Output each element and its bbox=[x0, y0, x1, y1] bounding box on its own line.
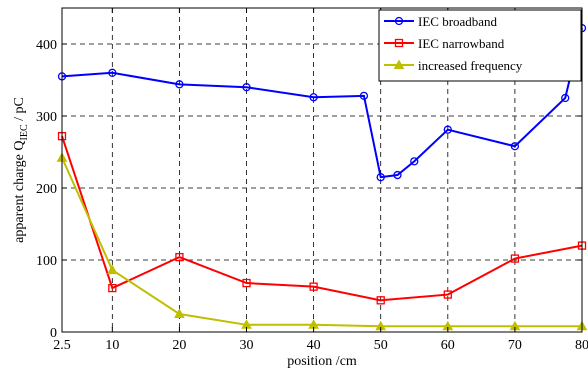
data-point-iec-narrowband bbox=[443, 290, 452, 299]
data-point-iec-narrowband bbox=[175, 252, 184, 262]
data-point-iec-broadband bbox=[376, 173, 385, 182]
data-point-iec-broadband bbox=[393, 170, 402, 180]
data-point-increased-frequency bbox=[106, 264, 118, 275]
series-line-iec-broadband bbox=[61, 27, 583, 179]
data-point-iec-broadband bbox=[108, 68, 117, 77]
ticks: 2.5 10 20 30 40 50 60 70 80 0 100 200 300 400 bbox=[36, 8, 588, 353]
y-axis-label: apparent charge QIEC / pC bbox=[12, 97, 30, 243]
legend-marker-increased-frequency bbox=[393, 59, 405, 69]
data-point-iec-broadband bbox=[510, 142, 520, 151]
data-point-iec-narrowband bbox=[309, 282, 318, 291]
x-tick-label: 20 bbox=[172, 338, 186, 353]
x-axis-label: position /cm bbox=[287, 354, 357, 369]
x-tick-label: 80 bbox=[575, 338, 588, 353]
legend-label-iec-broadband: IEC broadband bbox=[418, 14, 498, 29]
y-axis-label-tail: / pC bbox=[12, 97, 27, 124]
data-point-iec-narrowband bbox=[108, 283, 117, 293]
data-point-iec-narrowband bbox=[242, 278, 251, 288]
data-point-iec-narrowband bbox=[510, 254, 520, 263]
legend: IEC broadband IEC narrowband increased fre… bbox=[378, 9, 582, 82]
y-axis-label-sub: IEC bbox=[19, 124, 30, 140]
data-point-iec-broadband bbox=[443, 125, 452, 134]
legend-marker-iec-narrowband bbox=[394, 38, 404, 48]
data-point-iec-broadband bbox=[242, 83, 251, 92]
y-tick-label: 300 bbox=[36, 110, 57, 125]
x-tick-label: 30 bbox=[240, 338, 254, 353]
data-point-iec-broadband bbox=[175, 80, 184, 89]
x-tick-label: 50 bbox=[374, 338, 388, 353]
y-tick-label: 100 bbox=[36, 254, 57, 269]
data-point-iec-narrowband bbox=[376, 296, 385, 305]
y-tick-label: 200 bbox=[36, 182, 57, 197]
legend-label-increased-frequency: increased frequency bbox=[418, 58, 523, 73]
x-tick-label: 2.5 bbox=[53, 338, 71, 353]
x-tick-label: 70 bbox=[508, 338, 522, 353]
x-tick-label: 40 bbox=[307, 338, 321, 353]
data-point-iec-broadband bbox=[309, 93, 318, 102]
y-axis-label-main: apparent charge Q bbox=[12, 140, 27, 242]
x-tick-label: 10 bbox=[105, 338, 119, 353]
y-tick-label: 0 bbox=[50, 326, 57, 341]
legend-label-iec-narrowband: IEC narrowband bbox=[418, 36, 505, 51]
series-line-iec-narrowband bbox=[61, 135, 583, 302]
series-layer bbox=[56, 24, 588, 331]
data-point-increased-frequency bbox=[174, 308, 185, 318]
data-point-iec-broadband bbox=[561, 93, 570, 103]
data-point-iec-broadband bbox=[410, 157, 419, 166]
legend-marker-iec-broadband bbox=[394, 16, 404, 26]
y-tick-label: 400 bbox=[36, 38, 57, 53]
x-tick-label: 60 bbox=[441, 338, 455, 353]
plot-frame bbox=[61, 7, 583, 333]
data-point-iec-broadband bbox=[359, 91, 369, 100]
